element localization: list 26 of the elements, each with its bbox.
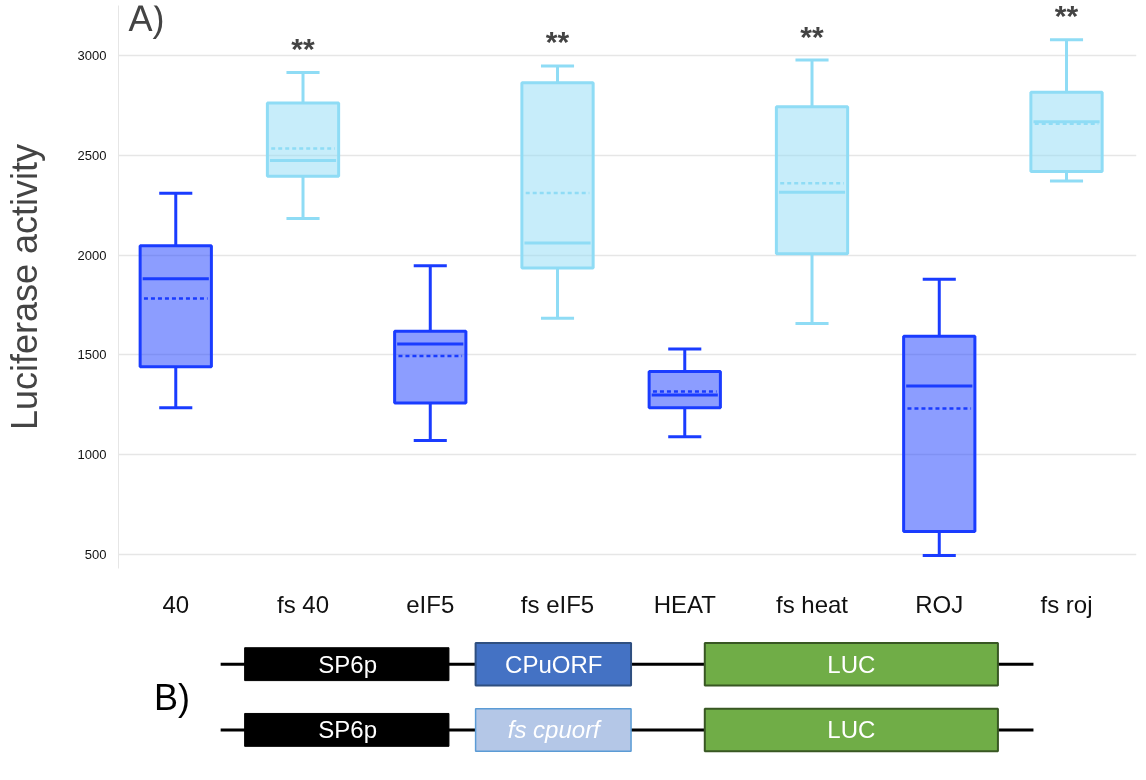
y-tick-label: 2000	[77, 247, 107, 263]
text: LUC	[827, 716, 876, 744]
y-axis-title: Luciferase activity	[3, 143, 45, 431]
x-tick-label: fs eIF5	[520, 590, 595, 618]
y-tick-label: 500	[84, 547, 107, 563]
x-tick-label: 40	[162, 590, 190, 618]
y-tick-label: 2500	[77, 147, 107, 163]
x-tick-label: ROJ	[915, 590, 964, 618]
text: SP6p	[318, 716, 378, 744]
text: fs cpuorf	[507, 716, 603, 744]
annotation: **	[291, 32, 316, 66]
text: CPuORF	[505, 650, 603, 678]
text: LUC	[827, 650, 876, 678]
x-tick-label: fs heat	[775, 590, 849, 618]
text: B)	[154, 676, 191, 718]
annotation: **	[800, 19, 825, 53]
y-tick-label: 1000	[77, 447, 107, 463]
x-tick-label: HEAT	[653, 590, 717, 618]
x-tick-label: fs roj	[1040, 590, 1093, 618]
annotation: **	[545, 25, 570, 59]
x-tick-label: fs 40	[277, 590, 330, 618]
y-tick-label: 3000	[77, 47, 107, 63]
annotation: **	[1054, 0, 1079, 33]
x-tick-label: eIF5	[406, 590, 455, 618]
y-tick-label: 1500	[77, 347, 107, 363]
text: SP6p	[318, 650, 378, 678]
